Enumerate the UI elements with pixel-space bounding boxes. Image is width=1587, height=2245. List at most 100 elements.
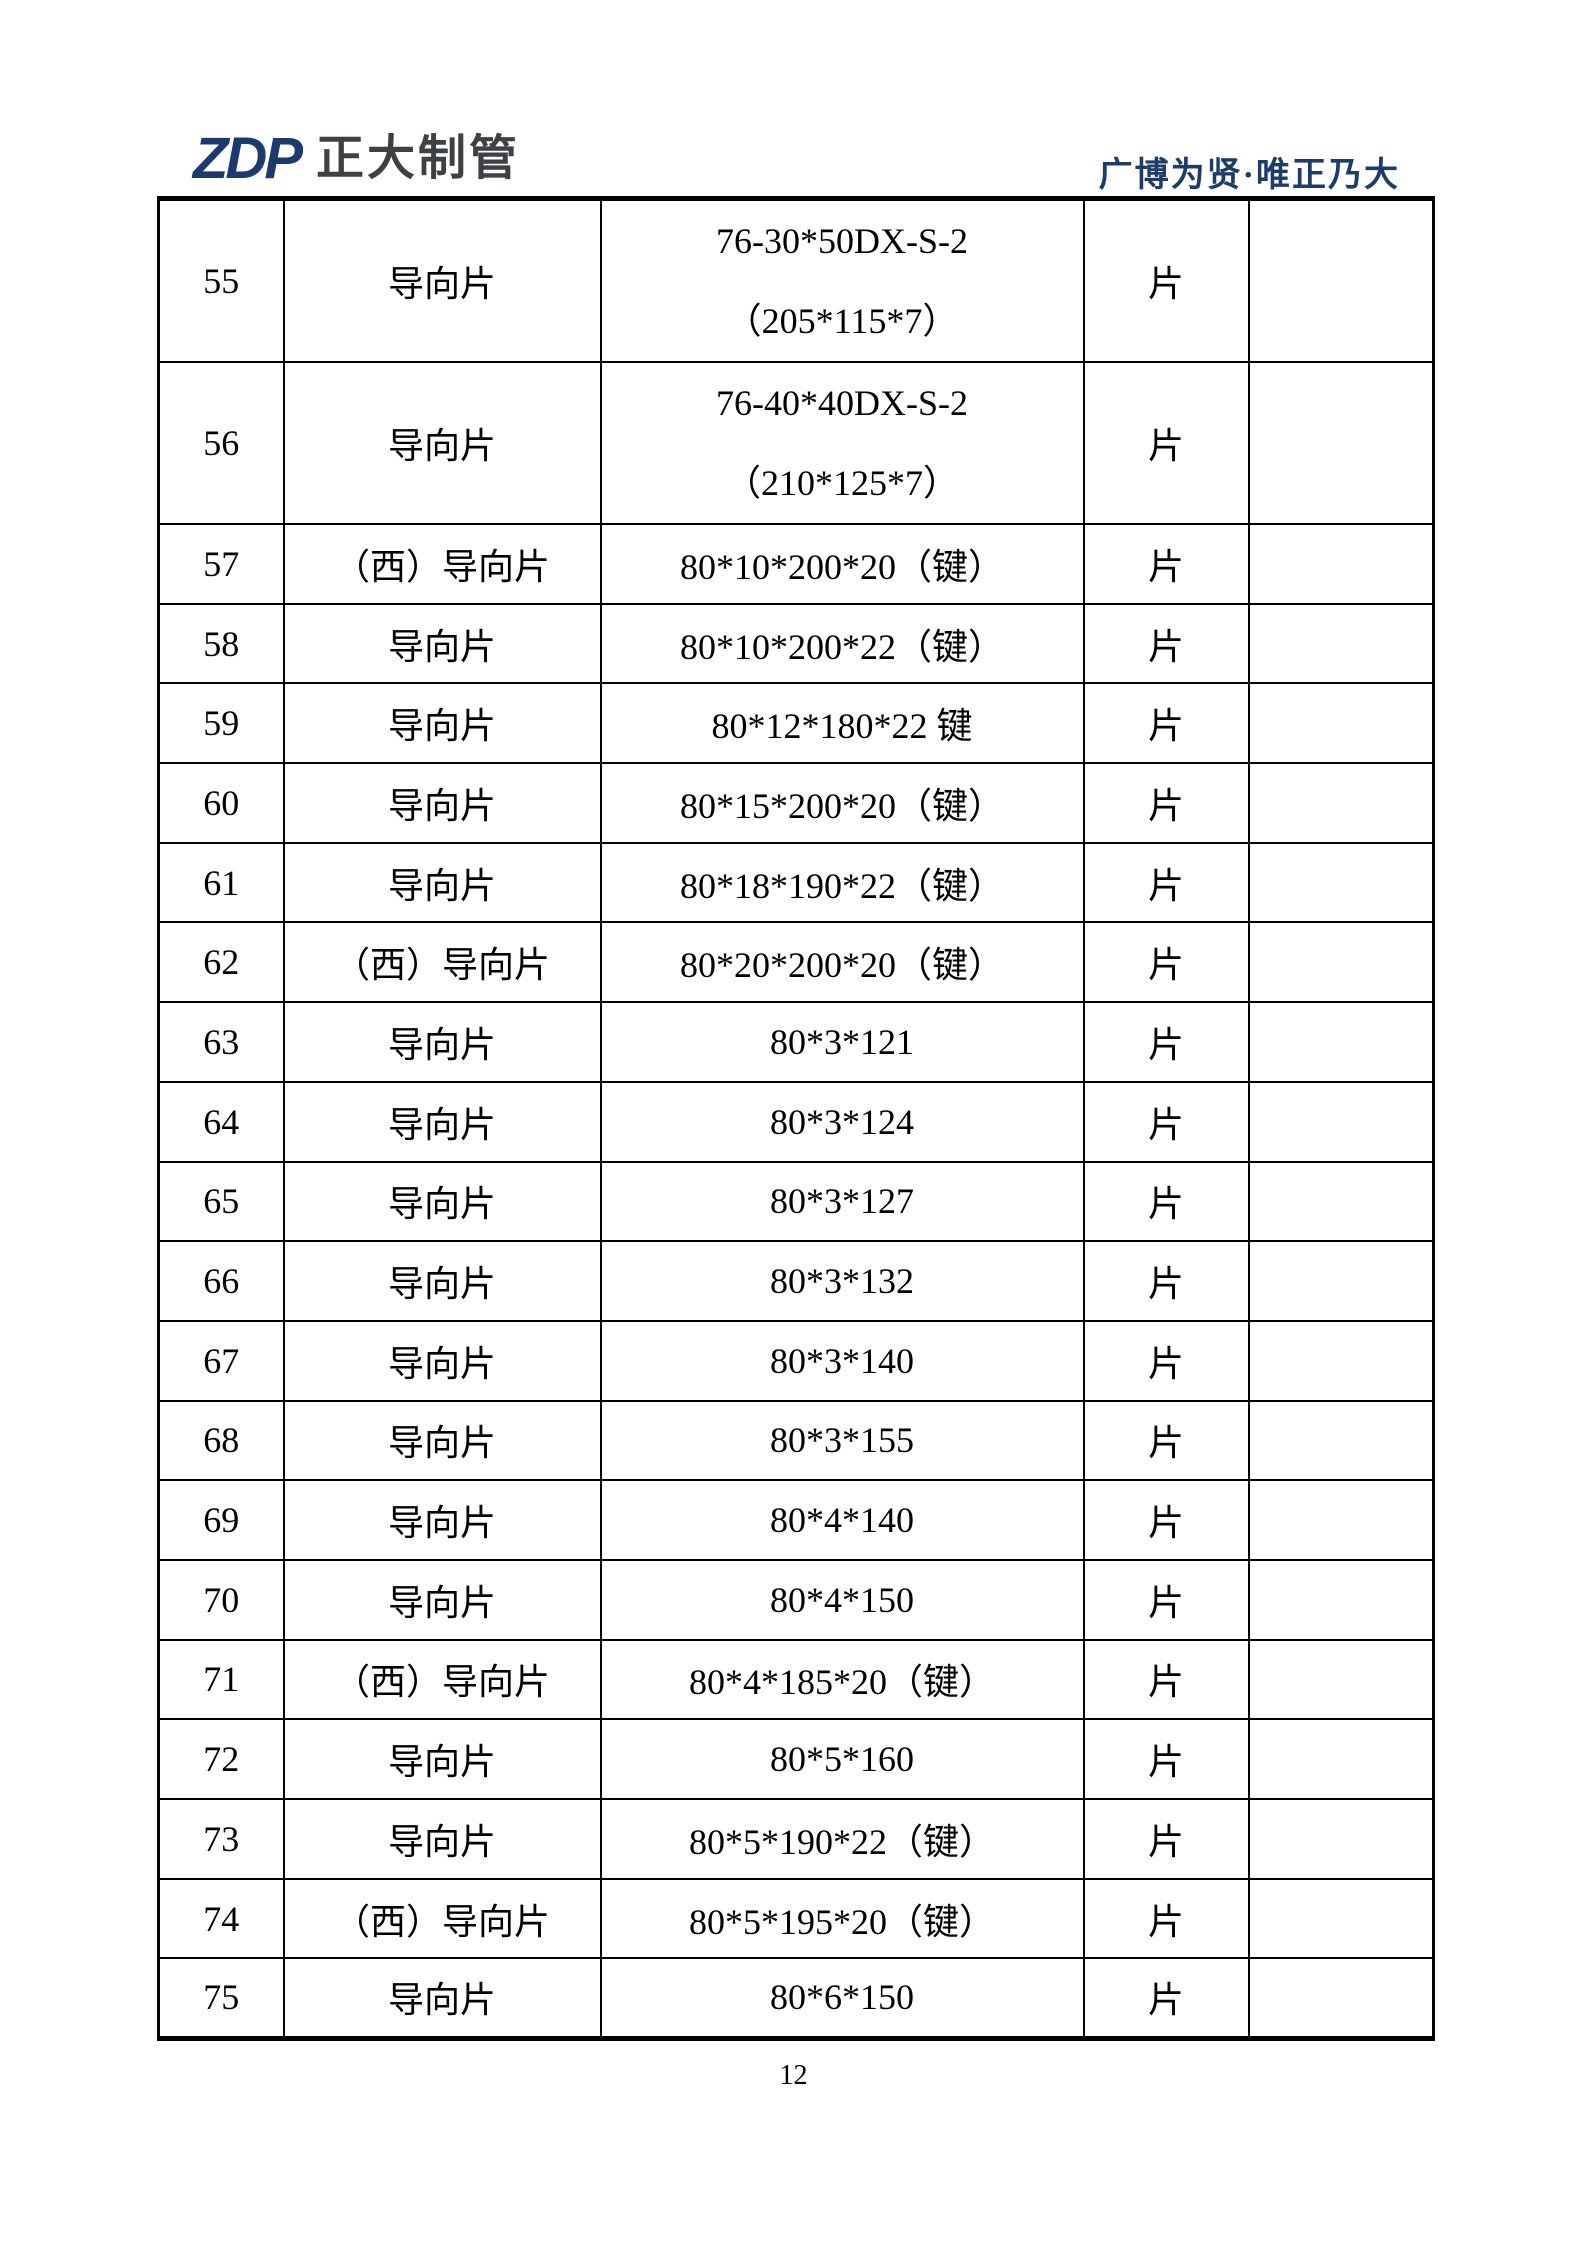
remark-cell [1247, 841, 1435, 924]
spec-cell: 80*5*195*20（键） [599, 1877, 1085, 1960]
spec-cell: 80*3*127 [599, 1160, 1085, 1243]
remark-cell [1247, 1160, 1435, 1243]
item-name-cell: 导向片 [282, 1718, 602, 1800]
unit-cell: 片 [1082, 1638, 1250, 1721]
item-name-cell: 导向片 [282, 1558, 602, 1641]
company-name: 正大制管 [316, 132, 521, 185]
spec-cell: 80*3*124 [599, 1080, 1085, 1163]
unit-cell: 片 [1082, 682, 1250, 765]
row-number-cell: 63 [157, 1001, 285, 1083]
spec-cell: 80*3*140 [599, 1319, 1085, 1402]
unit-cell: 片 [1082, 841, 1250, 924]
item-name-cell: 导向片 [282, 1001, 602, 1083]
table-row: 64 导向片 80*3*124 片 [157, 1080, 1435, 1163]
unit-cell: 片 [1082, 1399, 1250, 1482]
spec-cell: 80*3*121 [599, 1001, 1085, 1083]
table-row: 68 导向片 80*3*155 片 [157, 1399, 1435, 1482]
table-row: 59 导向片 80*12*180*22 键 片 [157, 682, 1435, 765]
remark-cell [1247, 197, 1435, 363]
remark-cell [1247, 1877, 1435, 1960]
unit-cell: 片 [1082, 1080, 1250, 1163]
remark-cell [1247, 361, 1435, 525]
row-number-cell: 75 [157, 1957, 285, 2040]
unit-cell: 片 [1082, 1160, 1250, 1243]
unit-cell: 片 [1082, 1479, 1250, 1561]
table-row: 56 导向片 76-40*40DX-S-2 （210*125*7） 片 [157, 361, 1435, 525]
table-row: 74 （西）导向片 80*5*195*20（键） 片 [157, 1877, 1435, 1960]
remark-cell [1247, 1479, 1435, 1561]
table-row: 55 导向片 76-30*50DX-S-2 （205*115*7） 片 [157, 197, 1435, 363]
remark-cell [1247, 523, 1435, 605]
remark-cell [1247, 762, 1435, 844]
row-number-cell: 68 [157, 1399, 285, 1482]
spec-cell: 80*6*150 [599, 1957, 1085, 2040]
row-number-cell: 71 [157, 1638, 285, 1721]
remark-cell [1247, 682, 1435, 765]
table-row: 60 导向片 80*15*200*20（键） 片 [157, 762, 1435, 844]
remark-cell [1247, 1718, 1435, 1800]
row-number-cell: 60 [157, 762, 285, 844]
item-name-cell: 导向片 [282, 1798, 602, 1880]
row-number-cell: 59 [157, 682, 285, 765]
unit-cell: 片 [1082, 602, 1250, 685]
unit-cell: 片 [1082, 523, 1250, 605]
spec-cell: 80*4*185*20（键） [599, 1638, 1085, 1721]
row-number-cell: 72 [157, 1718, 285, 1800]
table-row: 69 导向片 80*4*140 片 [157, 1479, 1435, 1561]
table-row: 66 导向片 80*3*132 片 [157, 1240, 1435, 1322]
row-number-cell: 69 [157, 1479, 285, 1561]
remark-cell [1247, 921, 1435, 1004]
item-name-cell: 导向片 [282, 1080, 602, 1163]
table-row: 70 导向片 80*4*150 片 [157, 1558, 1435, 1641]
zdp-logo-mark: ZDP [193, 126, 303, 191]
company-logo: ZDP 正大制管 [193, 130, 520, 188]
item-name-cell: （西）导向片 [282, 921, 602, 1004]
item-name-cell: （西）导向片 [282, 523, 602, 605]
item-name-cell: 导向片 [282, 762, 602, 844]
spec-cell: 76-30*50DX-S-2 （205*115*7） [599, 197, 1085, 363]
row-number-cell: 62 [157, 921, 285, 1004]
remark-cell [1247, 1240, 1435, 1322]
row-number-cell: 57 [157, 523, 285, 605]
item-name-cell: 导向片 [282, 682, 602, 765]
unit-cell: 片 [1082, 1319, 1250, 1402]
table-row: 71 （西）导向片 80*4*185*20（键） 片 [157, 1638, 1435, 1721]
unit-cell: 片 [1082, 1718, 1250, 1800]
spec-cell: 80*12*180*22 键 [599, 682, 1085, 765]
item-name-cell: （西）导向片 [282, 1877, 602, 1960]
unit-cell: 片 [1082, 361, 1250, 525]
table-row: 72 导向片 80*5*160 片 [157, 1718, 1435, 1800]
row-number-cell: 56 [157, 361, 285, 525]
table-row: 57 （西）导向片 80*10*200*20（键） 片 [157, 523, 1435, 605]
item-name-cell: 导向片 [282, 1319, 602, 1402]
row-number-cell: 65 [157, 1160, 285, 1243]
remark-cell [1247, 602, 1435, 685]
item-name-cell: 导向片 [282, 1240, 602, 1322]
table-row: 67 导向片 80*3*140 片 [157, 1319, 1435, 1402]
table-row: 63 导向片 80*3*121 片 [157, 1001, 1435, 1083]
remark-cell [1247, 1957, 1435, 2040]
unit-cell: 片 [1082, 1877, 1250, 1960]
spec-cell: 76-40*40DX-S-2 （210*125*7） [599, 361, 1085, 525]
table-row: 73 导向片 80*5*190*22（键） 片 [157, 1798, 1435, 1880]
unit-cell: 片 [1082, 1558, 1250, 1641]
spec-cell: 80*4*140 [599, 1479, 1085, 1561]
spec-cell: 80*3*155 [599, 1399, 1085, 1482]
unit-cell: 片 [1082, 197, 1250, 363]
parts-table: 55 导向片 76-30*50DX-S-2 （205*115*7） 片 56 导… [157, 196, 1435, 2041]
row-number-cell: 67 [157, 1319, 285, 1402]
item-name-cell: （西）导向片 [282, 1638, 602, 1721]
row-number-cell: 66 [157, 1240, 285, 1322]
spec-cell: 80*18*190*22（键） [599, 841, 1085, 924]
company-slogan: 广博为贤·唯正乃大 [1098, 157, 1400, 194]
unit-cell: 片 [1082, 1001, 1250, 1083]
remark-cell [1247, 1001, 1435, 1083]
item-name-cell: 导向片 [282, 841, 602, 924]
table-row: 62 （西）导向片 80*20*200*20（键） 片 [157, 921, 1435, 1004]
item-name-cell: 导向片 [282, 1479, 602, 1561]
unit-cell: 片 [1082, 1798, 1250, 1880]
row-number-cell: 64 [157, 1080, 285, 1163]
row-number-cell: 73 [157, 1798, 285, 1880]
spec-cell: 80*15*200*20（键） [599, 762, 1085, 844]
